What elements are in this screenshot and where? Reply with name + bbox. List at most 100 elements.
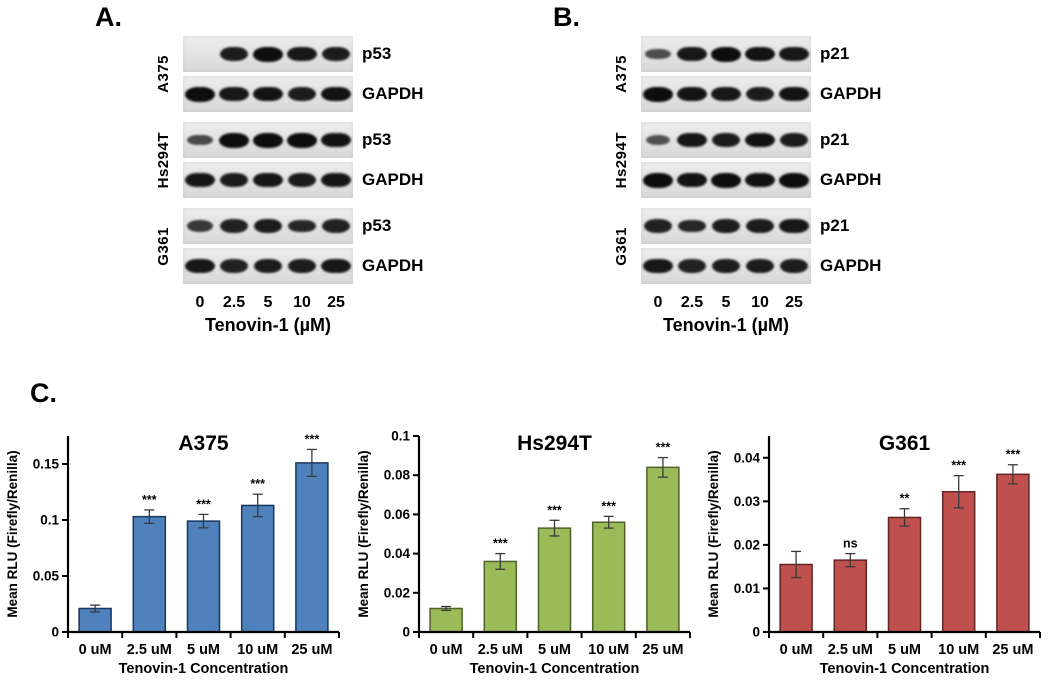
protein-label: p21 (820, 216, 850, 235)
y-tick-label: 0.02 (383, 585, 409, 600)
blot-band (287, 132, 317, 148)
y-tick-label: 0.06 (383, 507, 410, 522)
chart-a375: 0 0.05 0.1 0.15 0 uM *** 2.5 uM *** 5 uM *** 10 uM… (2, 412, 347, 678)
blot-rows: p21 GAPDH (641, 36, 881, 112)
blot-band (779, 172, 809, 188)
y-tick-label: 0 (402, 625, 410, 640)
bar (428, 607, 463, 633)
bar (833, 559, 868, 633)
x-category-label: 25 uM (992, 642, 1033, 658)
blot-band (185, 172, 215, 188)
blot-strip (183, 122, 353, 158)
y-tick-label: 0.05 (33, 569, 60, 584)
blot-band (253, 86, 283, 102)
panel-c-label: C. (30, 378, 57, 408)
blot-band (219, 259, 249, 273)
blot-band (187, 134, 213, 146)
protein-label: p21 (820, 44, 850, 63)
blot-strip (183, 248, 353, 284)
bar (186, 520, 221, 633)
protein-label: GAPDH (362, 256, 424, 275)
significance-label: *** (305, 432, 320, 446)
x-category-label: 2.5 uM (127, 642, 172, 658)
blot-strip (641, 208, 811, 244)
x-axis-title: Tenovin-1 Concentration (119, 661, 289, 677)
blot-rows: p53 GAPDH (183, 208, 423, 284)
blot-band (185, 86, 215, 102)
blot-band (219, 86, 249, 102)
dose-label: 10 (293, 294, 311, 311)
blot-row: p21 (641, 122, 881, 158)
cell-line-label: G361 (613, 226, 630, 266)
dose-axis-label: Tenovin-1 (µM) (662, 315, 790, 335)
blot-band (186, 220, 214, 232)
dose-labels-row: 0 2.5 5 10 25 (183, 294, 353, 312)
dose-label: 25 (785, 294, 803, 311)
cell-line-label: Hs294T (155, 131, 172, 189)
significance-label: *** (196, 497, 211, 511)
blot-row: GAPDH (183, 248, 423, 284)
blot-band (677, 172, 707, 188)
x-category-label: 0 uM (429, 642, 462, 658)
blot-band (677, 132, 707, 148)
blot-band (321, 132, 351, 148)
y-axis-label: Mean RLU (Firefly/Renilla) (706, 450, 721, 617)
chart-title: A375 (178, 432, 229, 455)
blot-band (288, 219, 316, 233)
blot-rows: p53 GAPDH (183, 36, 423, 112)
y-tick-label: 0 (752, 625, 760, 640)
blot-panel-body: A375 p53 GAPDH Hs294T p53 GAPDH G361 p53 GAPDH 0 2… (155, 36, 480, 336)
significance-label: *** (1006, 448, 1021, 462)
blot-band (253, 46, 283, 62)
blot-strip (183, 162, 353, 198)
protein-label: GAPDH (362, 170, 424, 189)
blot-band (219, 47, 249, 61)
blot-band (677, 86, 707, 102)
blot-band (745, 219, 775, 233)
blot-panel-b: B. A375 p21 GAPDH Hs294T p21 GAPDH G361 p21 GAPDH… (518, 2, 938, 336)
blot-band (321, 258, 351, 274)
bar (240, 504, 275, 633)
bar (483, 560, 517, 633)
blot-band (321, 219, 351, 233)
dose-axis-label: Tenovin-1 (µM) (204, 315, 332, 335)
y-tick-label: 0.02 (734, 537, 760, 552)
blot-band (677, 259, 707, 273)
blot-strip (183, 208, 353, 244)
significance-label: *** (142, 493, 157, 507)
blot-band (711, 219, 741, 233)
significance-label: *** (951, 459, 966, 473)
blot-band (711, 259, 741, 273)
chart-hs294t: 0 0.02 0.04 0.06 0.08 0.1 0 uM *** 2.5 uM *** 5 uM… (353, 412, 698, 678)
blot-band (185, 258, 215, 274)
y-tick-label: 0.08 (383, 468, 410, 483)
blot-band (779, 46, 809, 62)
chart-title: Hs294T (517, 432, 592, 455)
blot-band (745, 87, 775, 101)
blot-row: GAPDH (183, 76, 423, 112)
y-tick-label: 0.03 (734, 494, 761, 509)
bar (132, 515, 167, 633)
x-category-label: 25 uM (642, 642, 683, 658)
protein-label: p21 (820, 130, 850, 149)
blot-row: p21 (641, 208, 881, 244)
blot-strip (183, 76, 353, 112)
blot-band (711, 86, 741, 102)
blot-strip (183, 36, 353, 72)
x-category-label: 5 uM (888, 642, 921, 658)
dose-label: 0 (195, 294, 205, 311)
y-tick-label: 0.1 (40, 513, 59, 528)
blot-band (253, 172, 283, 188)
blot-panel-a: A. A375 p53 GAPDH Hs294T p53 GAPDH G361 p53 GAPDH… (60, 2, 480, 336)
cell-line-label: A375 (613, 55, 630, 93)
panel-label: A. (95, 2, 122, 32)
blot-band (643, 172, 673, 188)
blot-strip (641, 162, 811, 198)
cell-line-label: Hs294T (613, 131, 630, 189)
bar (887, 516, 922, 633)
significance-label: ** (900, 492, 910, 506)
y-tick-label: 0.15 (33, 457, 60, 472)
chart-svg: 0 0.02 0.04 0.06 0.08 0.1 0 uM *** 2.5 uM *** 5 uM… (356, 429, 691, 677)
x-axis-title: Tenovin-1 Concentration (469, 661, 639, 677)
